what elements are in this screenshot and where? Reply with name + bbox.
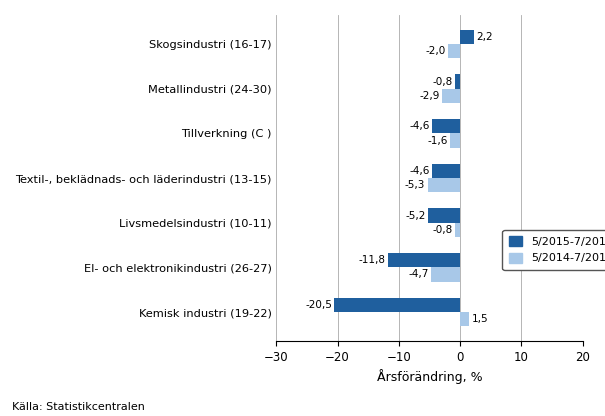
Bar — [455, 223, 460, 237]
Text: -2,9: -2,9 — [419, 91, 440, 101]
Text: 1,5: 1,5 — [472, 314, 488, 324]
Text: -4,6: -4,6 — [409, 121, 430, 131]
X-axis label: Årsförändring, %: Årsförändring, % — [376, 369, 482, 384]
Text: -1,6: -1,6 — [427, 136, 448, 146]
Text: 2,2: 2,2 — [476, 32, 492, 42]
Text: -4,6: -4,6 — [409, 166, 430, 176]
Text: -0,8: -0,8 — [433, 225, 453, 235]
Bar — [460, 30, 474, 44]
Bar — [388, 253, 460, 267]
Text: Källa: Statistikcentralen: Källa: Statistikcentralen — [12, 402, 145, 412]
Text: -20,5: -20,5 — [305, 300, 332, 310]
Bar — [448, 44, 460, 58]
Bar — [455, 74, 460, 89]
Text: -11,8: -11,8 — [358, 255, 385, 265]
Text: -5,3: -5,3 — [405, 180, 425, 190]
Text: -2,0: -2,0 — [425, 46, 445, 56]
Bar — [432, 119, 460, 134]
Bar — [431, 267, 460, 282]
Bar — [450, 134, 460, 148]
Legend: 5/2015-7/2015, 5/2014-7/2014: 5/2015-7/2015, 5/2014-7/2014 — [502, 230, 605, 270]
Text: -0,8: -0,8 — [433, 77, 453, 87]
Bar — [432, 164, 460, 178]
Bar — [460, 312, 469, 326]
Bar — [335, 298, 460, 312]
Bar — [428, 208, 460, 223]
Bar — [442, 89, 460, 103]
Text: -4,7: -4,7 — [408, 270, 429, 280]
Bar — [428, 178, 460, 192]
Text: -5,2: -5,2 — [405, 210, 426, 220]
